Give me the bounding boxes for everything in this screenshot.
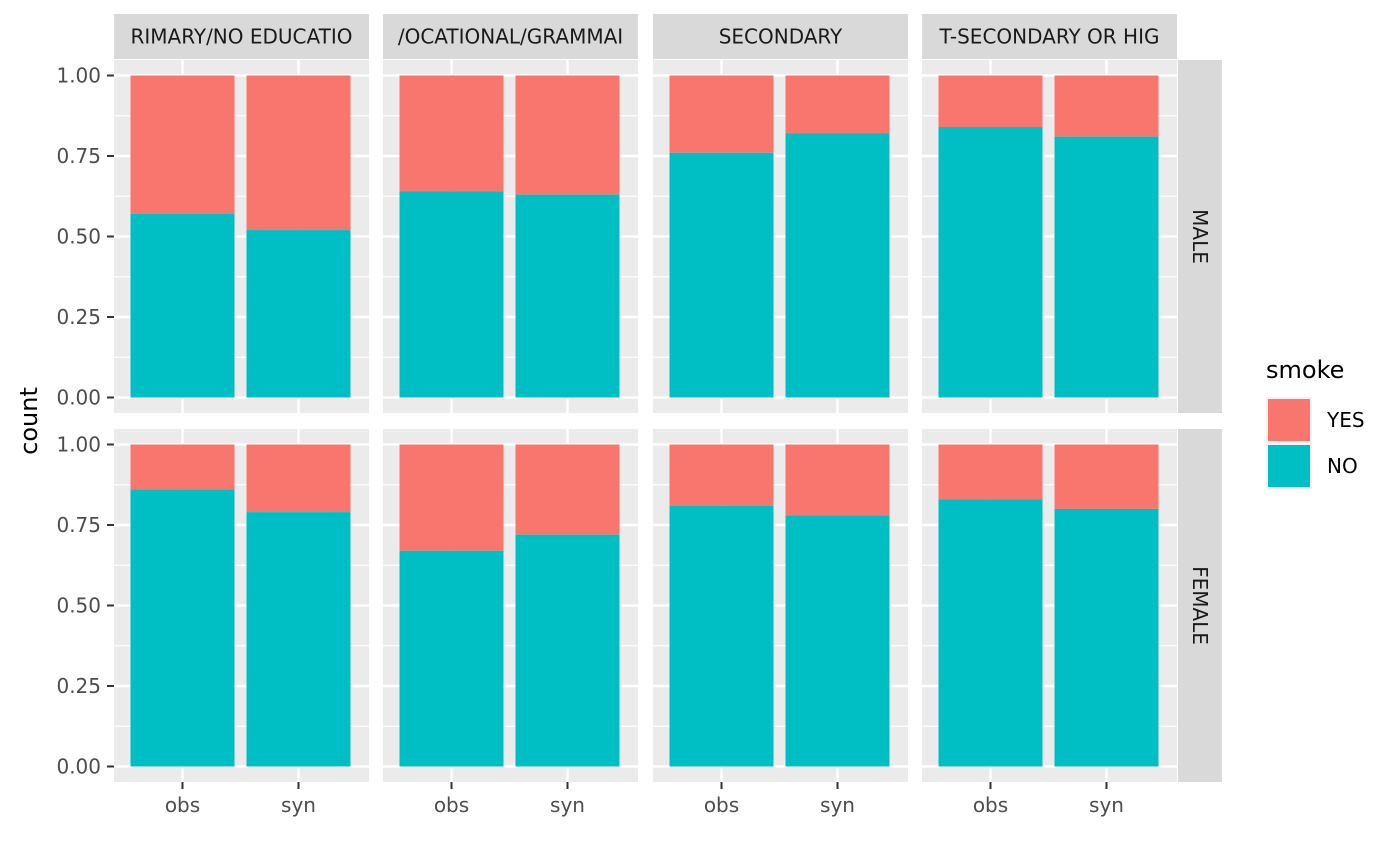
y-axis-title: count xyxy=(15,387,43,455)
bar-yes-syn xyxy=(785,444,890,516)
x-tick-label: obs xyxy=(165,793,200,817)
bar-yes-obs xyxy=(130,75,235,214)
panel-female-3 xyxy=(653,429,908,782)
legend-key-yes xyxy=(1268,399,1310,441)
y-tick-label: 0.00 xyxy=(56,755,101,779)
column-strip-label: SECONDARY xyxy=(719,25,843,49)
x-tick-label: obs xyxy=(434,793,469,817)
column-strip xyxy=(383,14,638,59)
legend: smoke YES NO xyxy=(1266,356,1365,489)
bar-no-syn xyxy=(785,515,890,767)
bar-no-syn xyxy=(515,534,620,767)
legend-label-no: NO xyxy=(1327,454,1358,478)
row-strip xyxy=(1178,60,1222,413)
bar-yes-syn xyxy=(515,444,620,535)
y-tick-label: 1.00 xyxy=(56,433,101,457)
x-tick-label: syn xyxy=(281,793,316,817)
bar-yes-obs xyxy=(938,444,1043,500)
y-tick-label: 0.25 xyxy=(56,674,101,698)
panel-male-1 xyxy=(114,60,369,413)
x-tick-label: obs xyxy=(973,793,1008,817)
bar-yes-obs xyxy=(130,444,235,490)
bar-no-syn xyxy=(246,512,351,767)
row-strip xyxy=(1178,429,1222,782)
column-strip xyxy=(653,14,908,59)
bar-no-obs xyxy=(399,550,504,767)
panel-male-3 xyxy=(653,60,908,413)
column-strip-label: T-SECONDARY OR HIG xyxy=(939,25,1160,49)
panel-female-2 xyxy=(383,429,638,782)
panel-male-4 xyxy=(922,60,1177,413)
bar-yes-syn xyxy=(1054,75,1159,137)
bar-yes-syn xyxy=(785,75,890,134)
panel-female-4 xyxy=(922,429,1177,782)
bar-yes-syn xyxy=(246,75,351,231)
y-tick-label: 0.50 xyxy=(56,225,101,249)
column-strip-label: /OCATIONAL/GRAMMAI xyxy=(398,25,623,49)
bar-no-syn xyxy=(246,230,351,398)
bar-no-syn xyxy=(515,194,620,398)
bar-no-obs xyxy=(130,213,235,398)
bar-no-syn xyxy=(1054,136,1159,398)
x-tick-label: syn xyxy=(550,793,585,817)
bar-yes-obs xyxy=(669,75,774,153)
y-tick-label: 0.75 xyxy=(56,144,101,168)
bar-no-obs xyxy=(669,152,774,398)
legend-key-no xyxy=(1268,445,1310,487)
panel-female-1 xyxy=(114,429,369,782)
row-strip-label: FEMALE xyxy=(1188,566,1212,645)
bar-yes-obs xyxy=(669,444,774,506)
row-strip-label: MALE xyxy=(1188,209,1212,264)
bar-no-obs xyxy=(669,505,774,767)
bar-no-syn xyxy=(785,133,890,398)
bar-no-obs xyxy=(938,499,1043,767)
bar-no-obs xyxy=(938,127,1043,398)
bar-no-obs xyxy=(399,191,504,398)
y-tick-label: 0.25 xyxy=(56,305,101,329)
legend-title: smoke xyxy=(1266,356,1344,384)
x-tick-label: obs xyxy=(704,793,739,817)
x-tick-label: syn xyxy=(1089,793,1124,817)
bar-yes-obs xyxy=(938,75,1043,128)
bar-yes-syn xyxy=(1054,444,1159,509)
bar-yes-obs xyxy=(399,75,504,192)
bar-no-obs xyxy=(130,489,235,767)
legend-label-yes: YES xyxy=(1326,408,1365,432)
panel-male-2 xyxy=(383,60,638,413)
y-tick-label: 1.00 xyxy=(56,64,101,88)
bar-yes-syn xyxy=(246,444,351,513)
y-tick-label: 0.75 xyxy=(56,513,101,537)
bar-no-syn xyxy=(1054,508,1159,767)
y-tick-label: 0.50 xyxy=(56,594,101,618)
bar-yes-syn xyxy=(515,75,620,195)
column-strip xyxy=(114,14,369,59)
column-strip xyxy=(922,14,1177,59)
x-tick-label: syn xyxy=(820,793,855,817)
column-strip-label: RIMARY/NO EDUCATIO xyxy=(131,25,353,49)
bar-yes-obs xyxy=(399,444,504,551)
y-tick-label: 0.00 xyxy=(56,386,101,410)
